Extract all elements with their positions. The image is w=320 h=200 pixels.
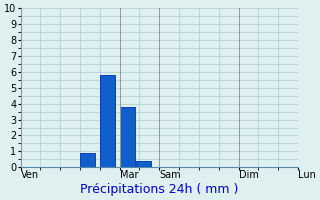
X-axis label: Précipitations 24h ( mm ): Précipitations 24h ( mm ) [80,183,238,196]
Bar [120,107,135,167]
Bar [100,75,115,167]
Bar [136,161,151,167]
Bar [80,153,95,167]
